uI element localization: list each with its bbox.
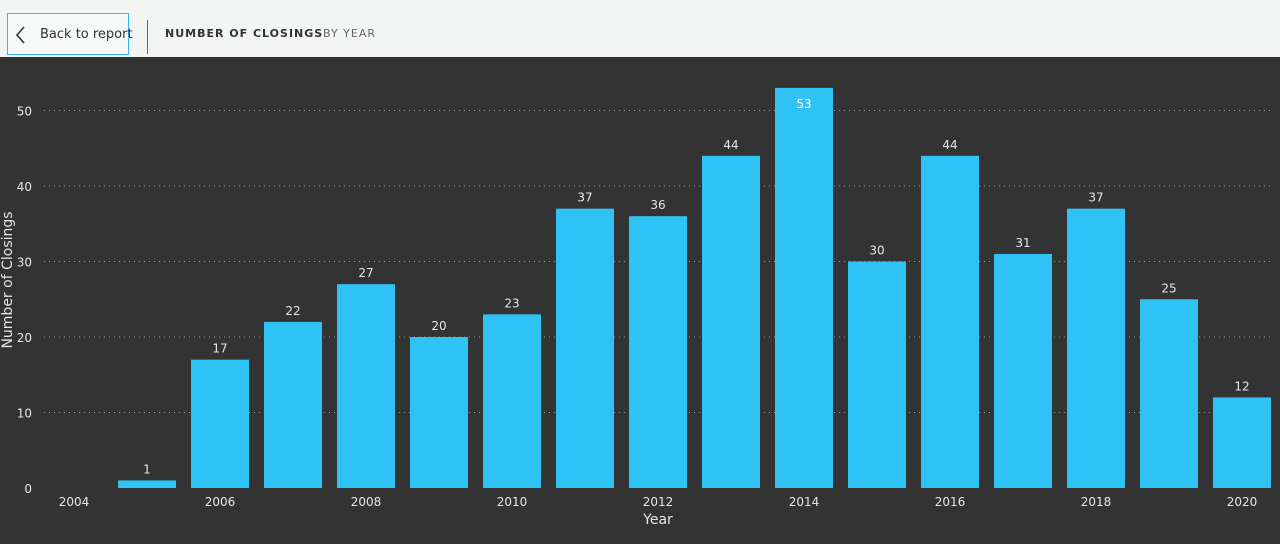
data-label: 36: [650, 198, 665, 212]
bar: [848, 261, 906, 488]
y-tick-label: 50: [17, 105, 32, 119]
data-label: 44: [942, 138, 957, 152]
x-tick-label: 2004: [59, 495, 90, 509]
back-to-report-button[interactable]: Back to report: [7, 13, 133, 55]
data-label: 37: [1088, 191, 1103, 205]
x-tick-label: 2012: [643, 495, 674, 509]
x-tick-label: 2014: [789, 495, 820, 509]
back-button-label: Back to report: [40, 27, 133, 42]
data-labels: 1 17 22 27 20 23 37 36 44 53 30 44 31 37 25 12: [143, 97, 1249, 477]
x-tick-label: 2010: [497, 495, 528, 509]
bar: [118, 480, 176, 488]
y-tick-label: 20: [17, 331, 32, 345]
bars: [118, 87, 1271, 489]
data-label: 22: [285, 304, 300, 318]
y-tick-label: 30: [17, 256, 32, 270]
top-bar: Back to report NUMBER OF CLOSINGS BY YEA…: [0, 0, 1280, 57]
bar: [921, 155, 979, 489]
bar: [483, 314, 541, 488]
data-label: 31: [1015, 236, 1030, 250]
y-axis-title: Number of Closings: [0, 211, 16, 348]
data-label: 44: [723, 138, 738, 152]
data-label: 1: [143, 462, 151, 476]
data-label: 12: [1234, 379, 1249, 393]
bar: [1140, 299, 1198, 488]
data-label: 17: [212, 342, 227, 356]
x-tick-label: 2020: [1227, 495, 1258, 509]
bar: [775, 87, 833, 488]
x-tick-label: 2008: [351, 495, 382, 509]
bar: [702, 155, 760, 489]
x-tick-label: 2016: [935, 495, 966, 509]
page-title: NUMBER OF CLOSINGS: [165, 27, 324, 40]
bar: [410, 337, 468, 488]
bar: [629, 216, 687, 488]
bar: [264, 321, 322, 488]
bar: [1213, 397, 1271, 488]
y-tick-label: 10: [17, 407, 32, 421]
header-divider: [147, 20, 148, 54]
bar: [1067, 208, 1125, 488]
page-subtitle: BY YEAR: [323, 27, 376, 40]
data-label: 53: [796, 97, 811, 111]
data-label: 30: [869, 244, 884, 258]
bar: [337, 284, 395, 488]
x-tick-label: 2018: [1081, 495, 1112, 509]
data-label: 20: [431, 319, 446, 333]
data-label: 27: [358, 266, 373, 280]
data-label: 25: [1161, 281, 1176, 295]
data-label: 23: [504, 296, 519, 310]
bar-chart: 1 17 22 27 20 23 37 36 44 53 30 44 31 37 25 12 0 10 20 30 4…: [0, 87, 1271, 529]
bar: [994, 253, 1052, 488]
y-tick-label: 0: [24, 482, 32, 496]
chevron-left-icon: [15, 26, 25, 44]
x-axis-title: Year: [642, 512, 673, 528]
x-tick-label: 2006: [205, 495, 236, 509]
y-tick-label: 40: [17, 180, 32, 194]
bar: [191, 359, 249, 488]
bar: [556, 208, 614, 488]
data-label: 37: [577, 191, 592, 205]
